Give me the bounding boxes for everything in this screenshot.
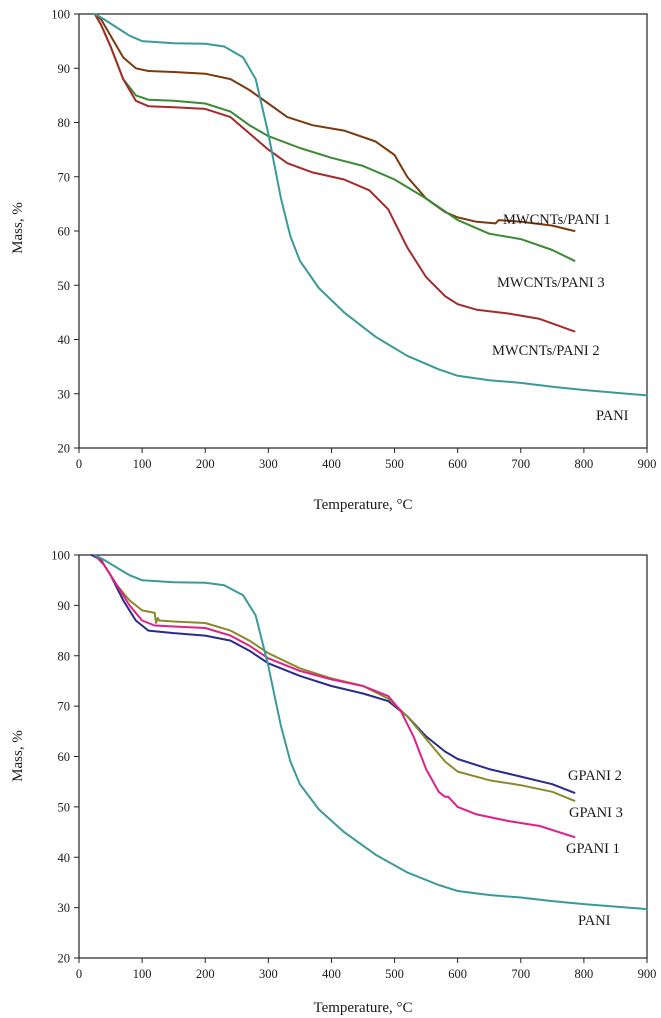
x-tick-label: 100 [133,967,152,981]
x-tick-label: 900 [638,457,657,471]
x-tick-label: 700 [511,967,530,981]
y-axis-label: Mass, % [10,730,26,782]
plot-frame [78,554,648,959]
x-axis-ticks: 0 100 200 300 400 500 600 700 800 900 [76,958,657,981]
y-tick-label: 70 [58,700,71,714]
x-axis-label: Temperature, °C [313,1000,412,1016]
y-tick-label: 30 [58,901,71,915]
x-tick-label: 600 [448,967,467,981]
series-label: MWCNTs/PANI 3 [497,275,605,291]
y-tick-label: 80 [58,116,71,130]
series-label: GPANI 1 [566,841,620,857]
y-axis-label: Mass, % [10,202,26,254]
series-lines [90,554,648,911]
x-tick-label: 200 [196,967,215,981]
y-tick-label: 70 [58,170,71,184]
plot-frame [78,13,648,449]
x-tick-label: 0 [76,967,82,981]
y-tick-label: 100 [51,8,70,22]
x-tick-label: 700 [511,457,530,471]
y-axis-ticks: 20 30 40 50 60 70 80 90 100 [51,549,79,966]
series-line-pani [93,13,648,397]
y-tick-label: 20 [58,442,71,456]
series-label: PANI [578,913,611,929]
series-line-pani [93,554,648,911]
series-lines [93,13,648,397]
series-line-mwcnts-pani-2 [93,13,576,333]
series-line-gpani-3 [93,554,576,802]
x-tick-label: 800 [575,457,594,471]
x-tick-label: 800 [575,967,594,981]
series-label: MWCNTs/PANI 1 [503,212,611,228]
series-label: MWCNTs/PANI 2 [492,343,600,359]
x-tick-label: 200 [196,457,215,471]
y-tick-label: 40 [58,333,71,347]
x-tick-label: 100 [133,457,152,471]
y-tick-label: 40 [58,851,71,865]
y-tick-label: 80 [58,649,71,663]
y-tick-label: 30 [58,387,71,401]
series-line-gpani-2 [90,554,576,794]
x-tick-label: 0 [76,457,82,471]
series-label: GPANI 2 [568,768,622,784]
x-tick-label: 300 [259,967,278,981]
x-tick-label: 900 [638,967,657,981]
y-tick-label: 90 [58,599,71,613]
y-tick-label: 50 [58,279,71,293]
y-tick-label: 50 [58,800,71,814]
series-labels: MWCNTs/PANI 1 MWCNTs/PANI 3 MWCNTs/PANI 2 P… [492,212,629,424]
tga-chart-mwcnts: 0 100 200 300 400 500 600 700 800 900 20 30 40 50 60 7… [10,8,656,514]
x-tick-label: 500 [385,457,404,471]
y-tick-label: 90 [58,62,71,76]
series-line-gpani-1 [93,554,576,839]
series-label: PANI [596,408,629,424]
y-tick-label: 20 [58,952,71,966]
x-axis-label: Temperature, °C [313,497,412,513]
y-tick-label: 100 [51,549,70,563]
y-axis-ticks: 20 30 40 50 60 70 80 90 100 [51,8,79,456]
series-labels: GPANI 2 GPANI 3 GPANI 1 PANI [566,768,623,929]
x-tick-label: 500 [385,967,404,981]
series-line-mwcnts-pani-1 [93,13,576,232]
x-tick-label: 400 [322,457,341,471]
x-axis-ticks: 0 100 200 300 400 500 600 700 800 900 [76,448,657,471]
x-tick-label: 300 [259,457,278,471]
x-tick-label: 400 [322,967,341,981]
y-tick-label: 60 [58,225,71,239]
series-label: GPANI 3 [569,805,623,821]
x-tick-label: 600 [448,457,467,471]
tga-chart-gpani: 0 100 200 300 400 500 600 700 800 900 20 30 40 50 60 7… [10,549,656,1017]
y-tick-label: 60 [58,750,71,764]
